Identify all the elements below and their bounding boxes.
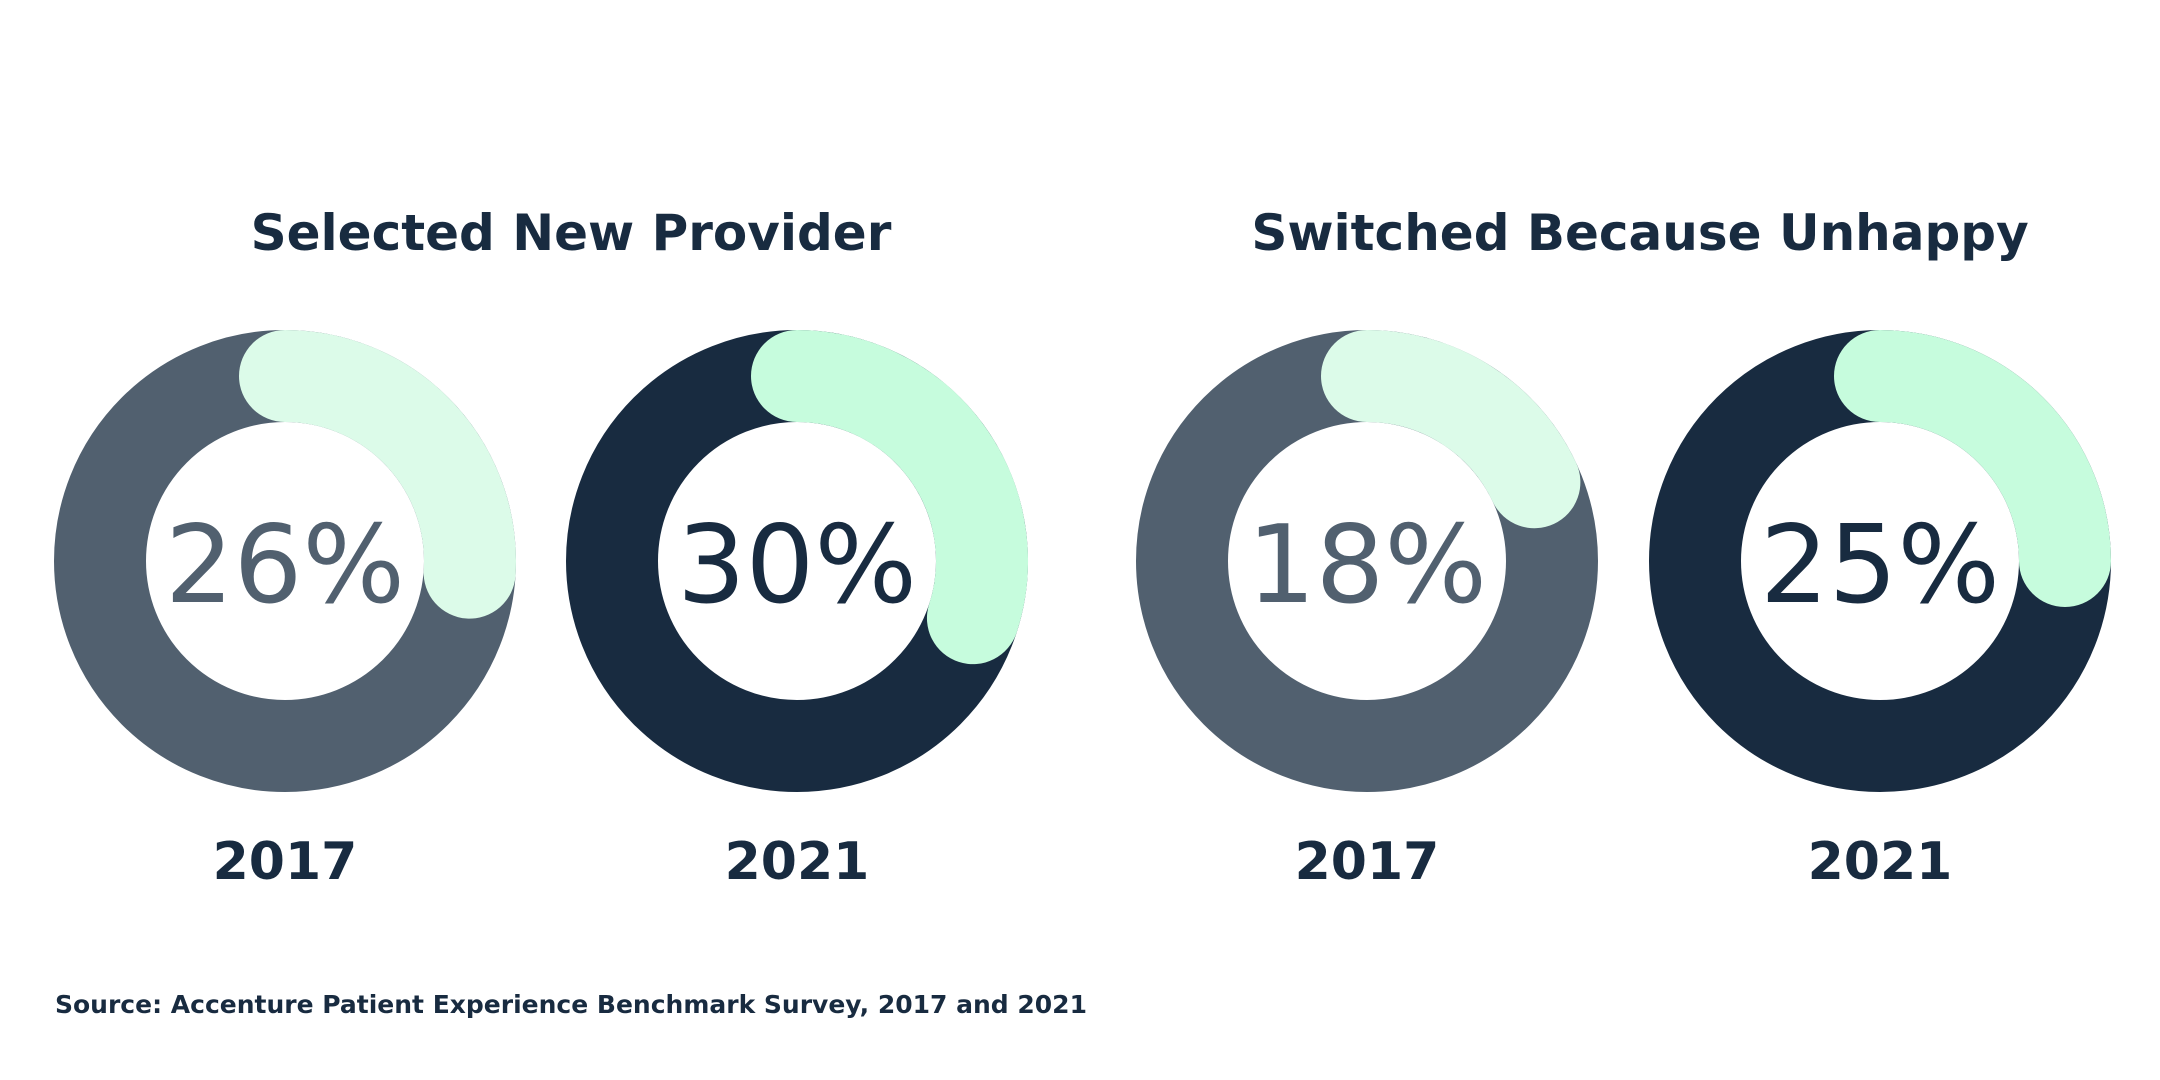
donut-switched-because-unhappy-2017: 18% 2017	[1136, 330, 1598, 892]
source-note: Source: Accenture Patient Experience Ben…	[55, 990, 1087, 1019]
chart-title-switched-because-unhappy: Switched Because Unhappy	[1251, 204, 2029, 262]
donut-value-arc-switched-because-unhappy-2017	[1321, 330, 1581, 529]
year-label-switched-because-unhappy-2017: 2017	[1295, 832, 1440, 892]
donut-selected-new-provider-2021: 30% 2021	[566, 330, 1028, 892]
donut-value-label-switched-because-unhappy-2021: 25%	[1760, 503, 2000, 628]
donut-selected-new-provider-2017: 26% 2017	[54, 330, 516, 892]
donut-value-label-switched-because-unhappy-2017: 18%	[1247, 503, 1487, 628]
chart-title-selected-new-provider: Selected New Provider	[250, 204, 892, 262]
donut-value-arc-selected-new-provider-2017	[239, 330, 516, 619]
year-label-selected-new-provider-2021: 2021	[725, 832, 870, 892]
year-label-switched-because-unhappy-2021: 2021	[1808, 832, 1953, 892]
donut-value-arc-switched-because-unhappy-2021	[1834, 330, 2111, 607]
donut-switched-because-unhappy-2021: 25% 2021	[1649, 330, 2111, 892]
donut-value-label-selected-new-provider-2021: 30%	[677, 503, 917, 628]
donut-value-arc-selected-new-provider-2021	[751, 330, 1028, 665]
donut-value-label-selected-new-provider-2017: 26%	[165, 503, 405, 628]
year-label-selected-new-provider-2017: 2017	[213, 832, 358, 892]
